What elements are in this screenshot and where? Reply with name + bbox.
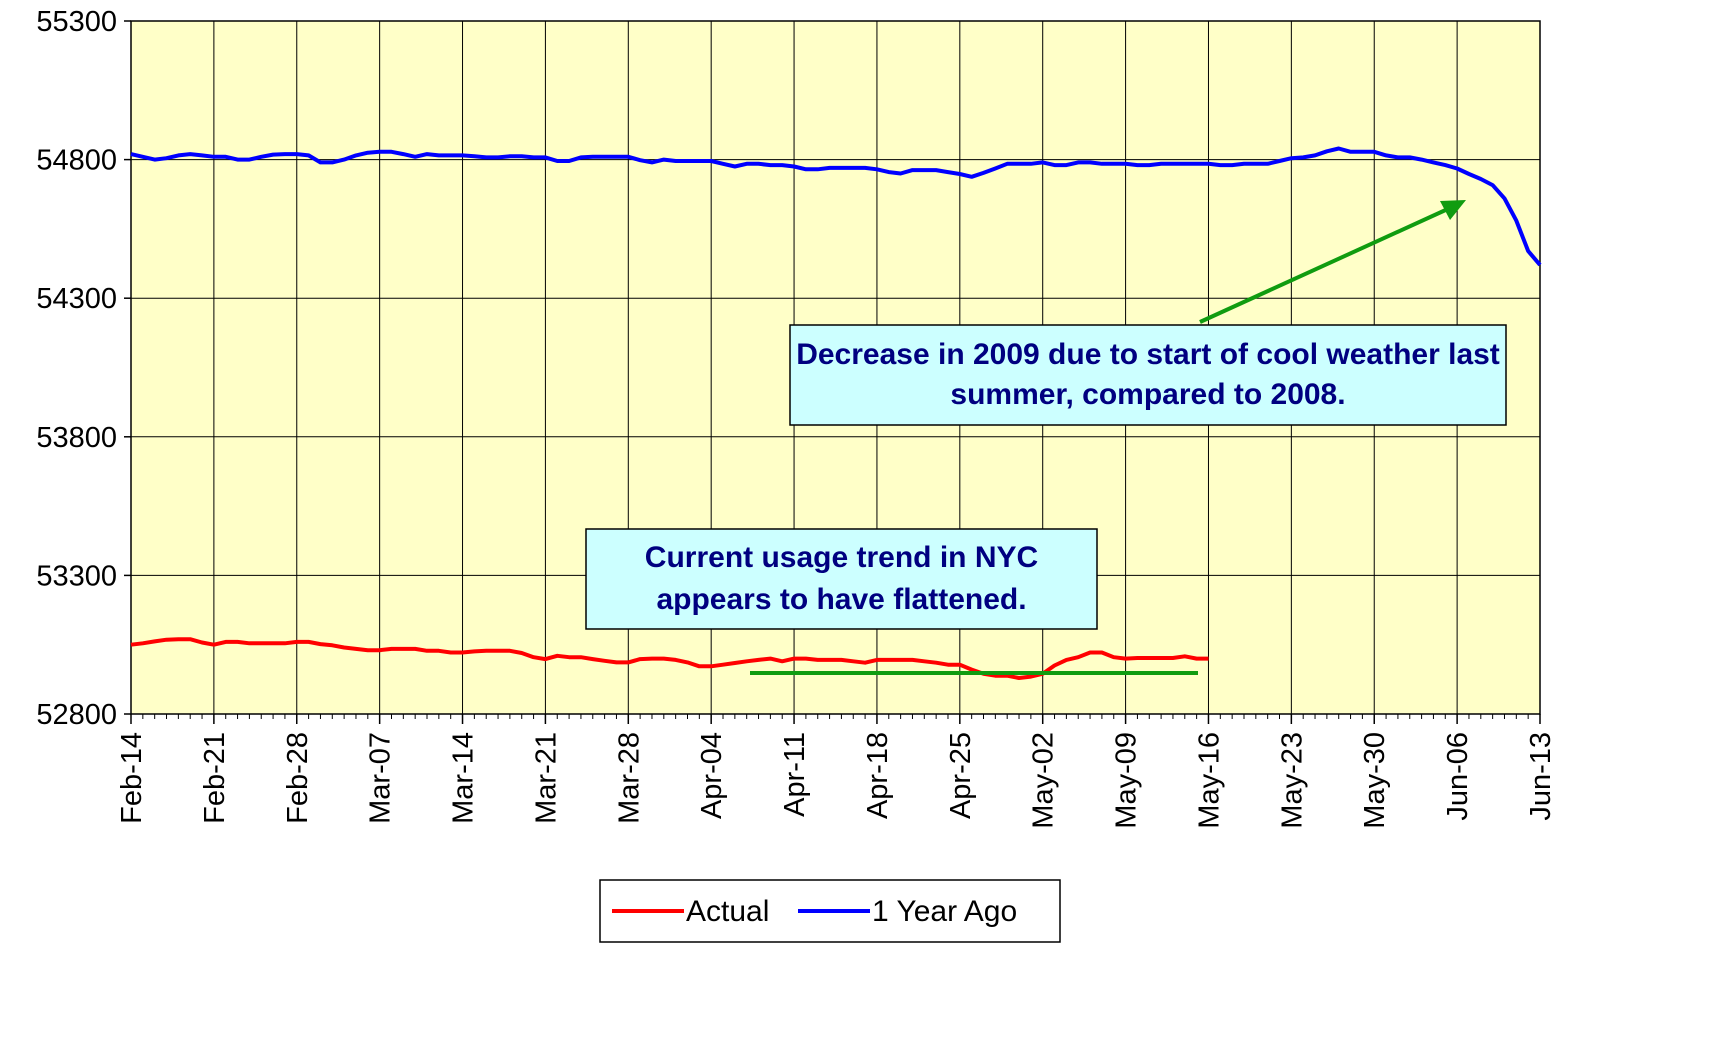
y-tick-label: 54300	[36, 283, 117, 315]
y-tick-label: 53800	[36, 422, 117, 454]
series-line	[130, 637, 1209, 680]
x-tick-label: May-09	[1111, 732, 1143, 829]
legend-label: 1 Year Ago	[872, 895, 1017, 928]
x-tick-label: May-23	[1276, 732, 1308, 829]
annotation: Decrease in 2009 due to start of cool we…	[796, 338, 1500, 411]
x-tick-label: Apr-18	[862, 732, 894, 819]
x-tick-label: Apr-25	[945, 732, 977, 819]
x-tick-label: Jun-13	[1525, 732, 1557, 821]
arrow-head	[1440, 200, 1466, 220]
legend-label: Actual	[686, 895, 769, 928]
x-tick-label: Jun-06	[1442, 732, 1474, 821]
x-tick-label: May-30	[1359, 732, 1391, 829]
y-tick-label: 54800	[36, 145, 117, 177]
x-tick-label: Feb-21	[199, 732, 231, 824]
annotation-text: Current usage trend in NYC appears to ha…	[644, 541, 1039, 616]
x-tick-label: Apr-11	[779, 732, 811, 817]
y-tick-label: 53300	[36, 560, 117, 592]
x-tick-label: Apr-04	[696, 732, 728, 819]
x-tick-label: Mar-21	[530, 732, 562, 824]
x-tick-label: Mar-07	[365, 732, 397, 824]
annotation-box	[789, 324, 1507, 426]
annotation: Current usage trend in NYC appears to ha…	[644, 541, 1039, 616]
x-tick-label: Mar-14	[448, 732, 480, 824]
x-tick-label: May-16	[1193, 732, 1225, 829]
y-tick-label: 52800	[36, 699, 117, 731]
arrow-shaft	[1199, 206, 1451, 324]
annotation-text: Decrease in 2009 due to start of cool we…	[796, 338, 1500, 411]
y-tick-label: 55300	[36, 6, 117, 38]
x-tick-label: May-02	[1028, 732, 1060, 829]
x-tick-label: Feb-14	[116, 732, 148, 824]
x-tick-label: Feb-28	[282, 732, 314, 824]
x-tick-label: Mar-28	[613, 732, 645, 824]
series-line	[130, 146, 1542, 267]
annotation-box	[585, 528, 1098, 630]
